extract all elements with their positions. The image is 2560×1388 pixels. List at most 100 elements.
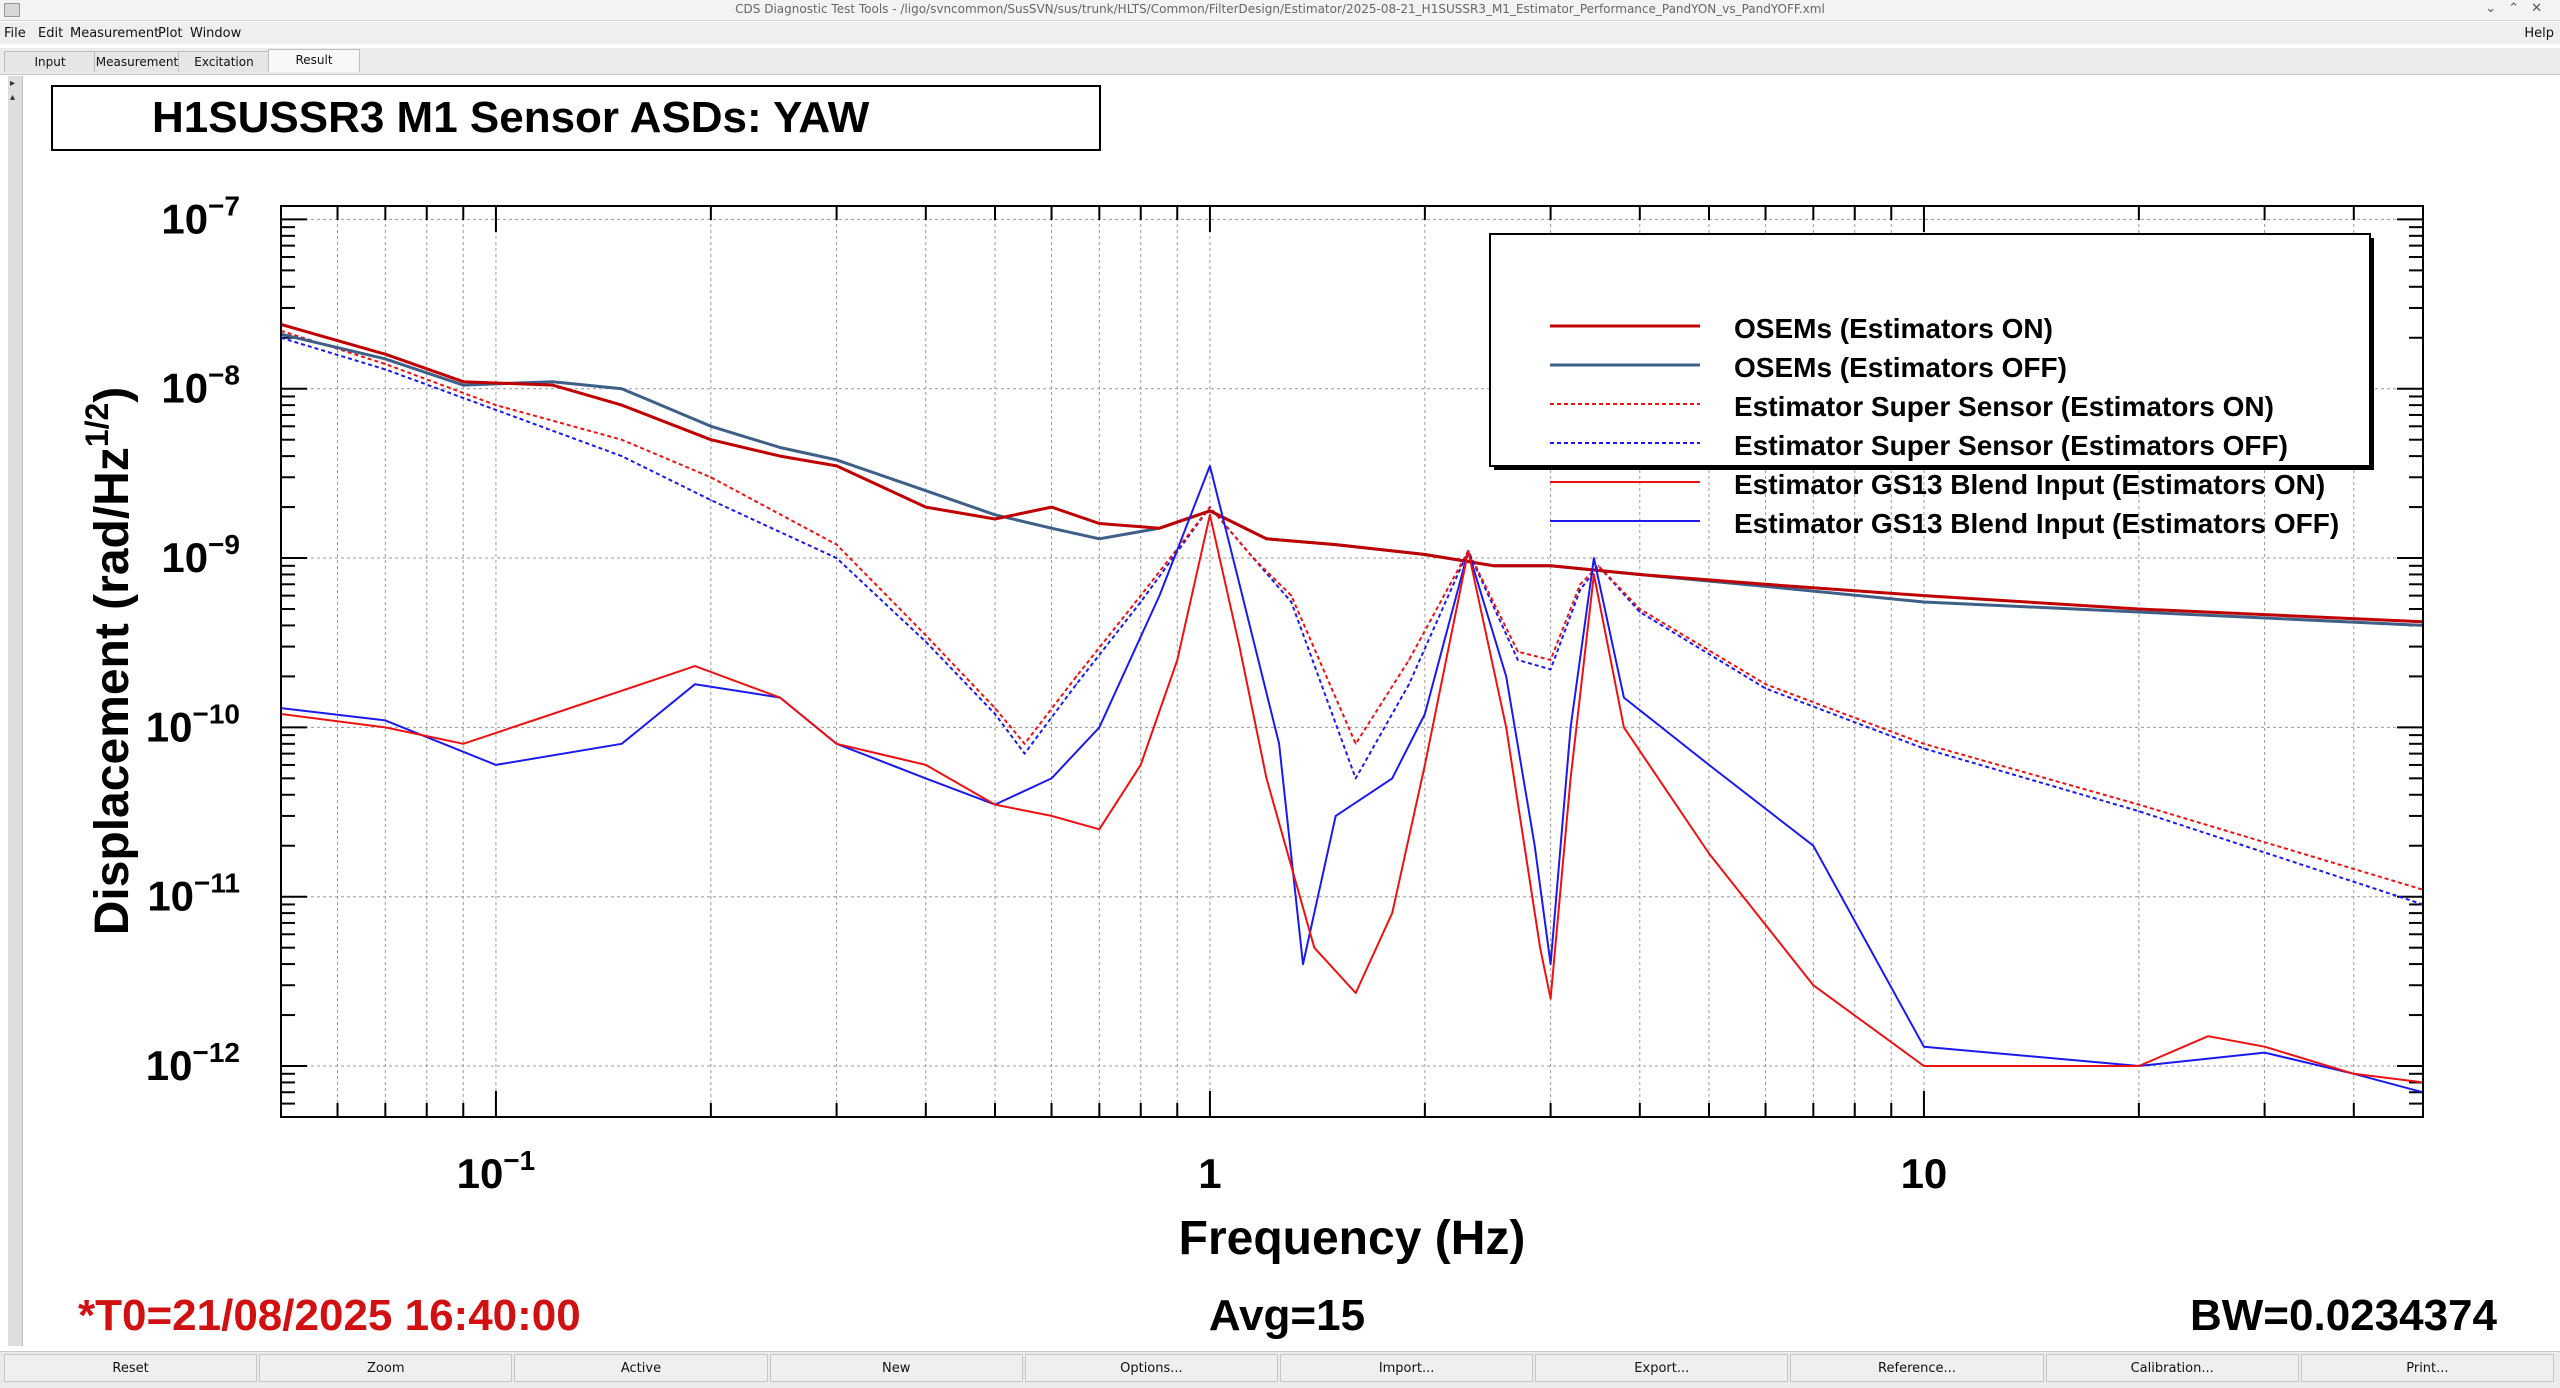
maximize-icon[interactable]: ⌃ bbox=[2508, 1, 2532, 16]
close-icon[interactable]: ✕ bbox=[2531, 1, 2554, 16]
expand-right-icon[interactable]: ▸ bbox=[10, 78, 16, 89]
series-3-point bbox=[1923, 743, 1925, 745]
series-5-point bbox=[1505, 726, 1507, 729]
series-2-point bbox=[1050, 527, 1053, 529]
series-3-point bbox=[1354, 743, 1357, 745]
series-3-line bbox=[281, 329, 2423, 891]
series-5-point bbox=[1176, 659, 1179, 661]
button-reference[interactable]: Reference... bbox=[1790, 1354, 2044, 1382]
series-4-point bbox=[384, 368, 387, 371]
series-5-point bbox=[1569, 777, 1572, 780]
series-5-point bbox=[2138, 1065, 2140, 1067]
expand-up-icon[interactable]: ▴ bbox=[10, 92, 16, 103]
menu-window[interactable]: Window bbox=[190, 26, 242, 41]
menu-plot[interactable]: Plot bbox=[158, 26, 183, 41]
tab-excitation[interactable]: Excitation bbox=[178, 51, 270, 72]
window-titlebar: CDS Diagnostic Test Tools - /ligo/svncom… bbox=[0, 0, 2560, 21]
legend-shadow bbox=[2370, 238, 2374, 470]
button-import[interactable]: Import... bbox=[1280, 1354, 1534, 1382]
series-5-point bbox=[1050, 815, 1053, 817]
series-6-point bbox=[1158, 594, 1161, 597]
series-6-point bbox=[1302, 963, 1304, 965]
series-4-point bbox=[1549, 668, 1552, 671]
t0-label: *T0=21/08/2025 16:40:00 bbox=[78, 1291, 581, 1340]
series-6-point bbox=[1549, 963, 1552, 965]
series-5-point bbox=[1238, 645, 1241, 648]
series-2-point bbox=[384, 358, 387, 360]
button-zoom[interactable]: Zoom bbox=[259, 1354, 513, 1382]
menu-measurement[interactable]: Measurement bbox=[70, 26, 160, 41]
series-2-point bbox=[2138, 611, 2140, 613]
legend-label: Estimator GS13 Blend Input (Estimators O… bbox=[1734, 469, 2325, 500]
series-4-point bbox=[1023, 752, 1026, 755]
y-axis-label-group: Displacement (rad/Hz1/2) bbox=[79, 387, 139, 936]
series-6-point bbox=[620, 743, 623, 745]
series-1-point bbox=[994, 518, 996, 520]
series-5-point bbox=[1923, 1065, 1925, 1067]
series-5-point bbox=[694, 665, 696, 667]
button-new[interactable]: New bbox=[769, 1354, 1023, 1382]
series-4-point bbox=[925, 641, 927, 643]
series-1-point bbox=[925, 506, 927, 508]
series-5-point bbox=[551, 713, 554, 715]
series-5-point bbox=[1708, 852, 1710, 855]
series-2-point bbox=[835, 459, 838, 461]
series-5-point bbox=[1139, 764, 1142, 766]
menu-file[interactable]: File bbox=[4, 26, 26, 41]
series-1-point bbox=[1334, 543, 1337, 546]
menu-edit[interactable]: Edit bbox=[38, 26, 64, 41]
series-6-point bbox=[1708, 764, 1710, 766]
series-3-point bbox=[1075, 675, 1078, 678]
plot-pad[interactable]: H1SUSSR3 M1 Sensor ASDs: YAW 10−1 1 10 10−… bbox=[24, 76, 2560, 1346]
series-1-point bbox=[1265, 538, 1268, 540]
series-5-point bbox=[1209, 514, 1211, 516]
app-icon bbox=[4, 3, 20, 17]
pad-sidebar[interactable]: ▸ ▴ bbox=[8, 76, 23, 1346]
series-1-point bbox=[1209, 510, 1211, 512]
legend-label: Estimator GS13 Blend Input (Estimators O… bbox=[1734, 508, 2339, 539]
series-6-point bbox=[925, 777, 927, 780]
tab-input[interactable]: Input bbox=[4, 51, 96, 72]
series-5-point bbox=[925, 764, 927, 766]
y-tick-label: 10−7 bbox=[161, 190, 240, 242]
button-bar: Reset Zoom Active New Options... Import... Exp… bbox=[0, 1351, 2560, 1388]
series-6-point bbox=[1050, 777, 1053, 780]
series-3-point bbox=[1252, 557, 1255, 559]
menu-help[interactable]: Help bbox=[2524, 26, 2554, 41]
legend-shadow-bottom bbox=[1494, 466, 2374, 470]
button-options[interactable]: Options... bbox=[1024, 1354, 1278, 1382]
series-3-point bbox=[1408, 659, 1410, 661]
window-controls[interactable]: ⌄⌃✕ bbox=[2485, 1, 2554, 16]
series-3-point bbox=[384, 363, 387, 365]
button-reset[interactable]: Reset bbox=[4, 1354, 258, 1382]
title-box bbox=[51, 85, 1101, 151]
series-1-point bbox=[462, 380, 465, 383]
tab-bar: Input Measurement Excitation Result bbox=[0, 48, 2560, 75]
y-tick-label: 10−12 bbox=[146, 1037, 240, 1089]
legend-label: OSEMs (Estimators OFF) bbox=[1734, 352, 2067, 383]
series-5-point bbox=[2353, 1073, 2355, 1075]
tab-measurement[interactable]: Measurement bbox=[94, 51, 180, 72]
series-6-point bbox=[694, 683, 696, 685]
series-6-point bbox=[1593, 557, 1595, 559]
series-2-point bbox=[925, 489, 927, 492]
series-3-point bbox=[1639, 608, 1641, 610]
series-5-point bbox=[2263, 1045, 2266, 1048]
minimize-icon[interactable]: ⌄ bbox=[2485, 1, 2509, 16]
avg-label: Avg=15 bbox=[1209, 1291, 1365, 1340]
button-export[interactable]: Export... bbox=[1535, 1354, 1789, 1382]
series-2-point bbox=[462, 384, 465, 386]
plot-frame bbox=[280, 205, 2424, 1118]
series-6-point bbox=[1098, 726, 1101, 729]
series-5-point bbox=[835, 743, 838, 745]
tab-result[interactable]: Result bbox=[268, 49, 360, 72]
asd-plot[interactable]: H1SUSSR3 M1 Sensor ASDs: YAW 10−1 1 10 10−… bbox=[24, 76, 2560, 1346]
series-2-point bbox=[710, 425, 712, 428]
series-2-point bbox=[1764, 585, 1767, 588]
button-calibration[interactable]: Calibration... bbox=[2045, 1354, 2299, 1382]
series-3-point bbox=[1597, 565, 1600, 567]
button-active[interactable]: Active bbox=[514, 1354, 768, 1382]
series-1-point bbox=[1493, 565, 1495, 567]
button-print[interactable]: Print... bbox=[2300, 1354, 2554, 1382]
series-1-point bbox=[2138, 608, 2140, 610]
